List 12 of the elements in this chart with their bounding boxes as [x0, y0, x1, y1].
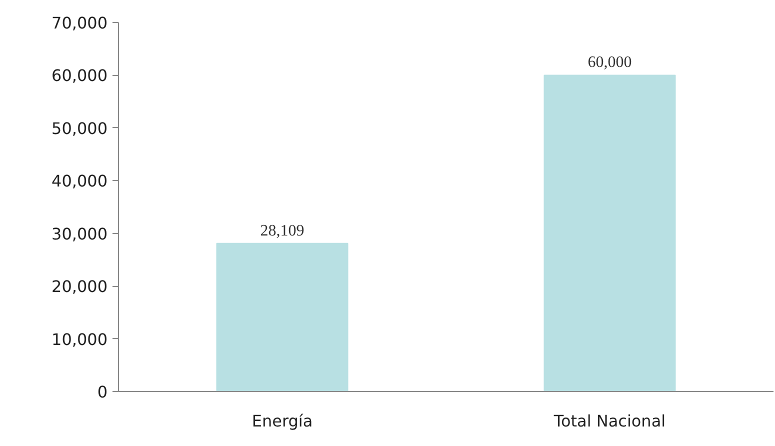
y-tick-label: 70,000	[52, 14, 108, 32]
y-tick-label: 30,000	[52, 224, 108, 244]
y-tick-label: 20,000	[52, 277, 108, 296]
y-tick-label: 40,000	[52, 172, 108, 191]
y-tick-label: 50,000	[52, 118, 108, 138]
data-label: 28,109	[260, 222, 304, 240]
x-tick-label: Total Nacional	[552, 412, 666, 430]
y-tick-label: 60,000	[52, 66, 108, 86]
y-tick-label: 0	[97, 382, 108, 402]
y-tick-label: 10,000	[52, 330, 108, 349]
x-tick-label: Energía	[252, 412, 313, 430]
data-label: 60,000	[588, 54, 632, 72]
